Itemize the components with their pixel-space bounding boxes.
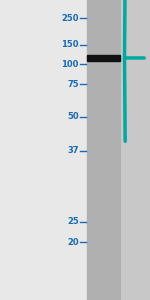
Bar: [0, 0, 120, 300]
Text: 20: 20: [67, 238, 79, 247]
Text: 75: 75: [67, 80, 79, 89]
Text: 50: 50: [67, 112, 79, 122]
Text: 150: 150: [61, 40, 79, 49]
Text: 25: 25: [67, 217, 79, 226]
Text: 100: 100: [61, 60, 79, 69]
Text: 37: 37: [67, 146, 79, 155]
Bar: [87, 56, 120, 61]
Text: 250: 250: [61, 14, 79, 23]
Bar: [87, 0, 120, 300]
